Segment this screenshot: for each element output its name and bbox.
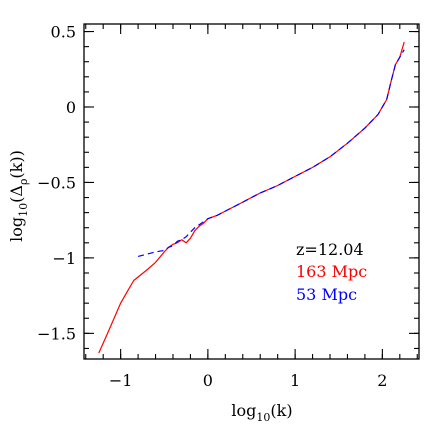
series-label-163-mpc: 163 Mpc	[296, 262, 367, 281]
x-tick-label: 2	[377, 371, 387, 390]
x-tick-labels: −1 0 1 2	[109, 371, 388, 390]
x-axis-label: log10(k)	[231, 401, 292, 424]
redshift-annotation: z=12.04	[296, 240, 364, 259]
y-tick-label: 0	[66, 98, 76, 117]
minor-ticks	[84, 24, 419, 359]
y-tick-label: −0.5	[37, 173, 76, 192]
y-tick-label: −1.5	[37, 324, 76, 343]
y-tick-labels: 0.5 0 −0.5 −1 −1.5	[37, 23, 76, 344]
series-line-1	[137, 49, 405, 257]
series-layer	[98, 41, 405, 354]
major-ticks	[84, 24, 419, 359]
x-tick-label: 1	[290, 371, 300, 390]
x-tick-label: 0	[203, 371, 213, 390]
series-label-53-mpc: 53 Mpc	[296, 285, 357, 304]
y-tick-label: 0.5	[51, 23, 76, 42]
plot-frame	[83, 23, 420, 360]
legend-annotations: z=12.04 163 Mpc 53 Mpc	[296, 240, 367, 304]
y-tick-label: −1	[52, 249, 76, 268]
y-axis-label: log10(Δρ(k))	[7, 150, 30, 242]
x-tick-label: −1	[109, 371, 133, 390]
